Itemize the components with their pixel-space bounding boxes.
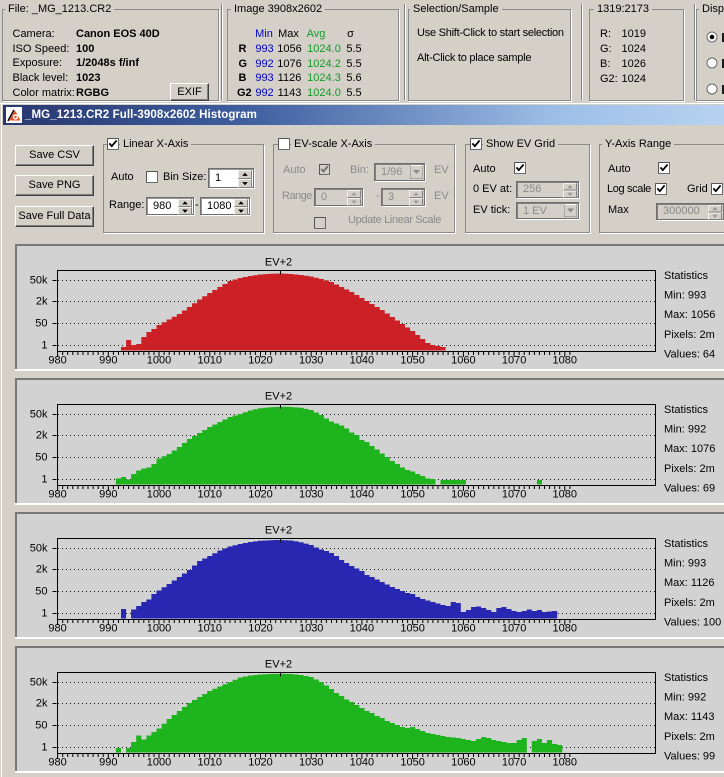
svg-text:1000: 1000 [147,355,171,367]
svg-text:1070: 1070 [502,355,526,367]
svg-text:EV+2: EV+2 [265,257,292,269]
svg-text:1050: 1050 [400,757,424,769]
svg-text:50: 50 [35,720,47,732]
svg-text:1000: 1000 [147,489,171,501]
svg-text:1080: 1080 [553,489,577,501]
svg-text:1060: 1060 [451,489,475,501]
svg-text:1020: 1020 [248,623,272,635]
svg-text:EV+2: EV+2 [265,659,292,671]
svg-text:1060: 1060 [451,355,475,367]
svg-text:2k: 2k [36,296,48,308]
svg-text:Pixels: 2m: Pixels: 2m [664,597,715,609]
svg-text:1040: 1040 [350,489,374,501]
svg-text:Min: 992: Min: 992 [664,424,706,436]
svg-text:980: 980 [48,489,66,501]
svg-text:1050: 1050 [400,623,424,635]
svg-text:1: 1 [41,474,47,486]
svg-text:980: 980 [48,623,66,635]
svg-text:1080: 1080 [553,757,577,769]
svg-text:1060: 1060 [451,623,475,635]
svg-text:1050: 1050 [400,489,424,501]
svg-text:50: 50 [35,452,47,464]
svg-text:EV+2: EV+2 [265,391,292,403]
svg-text:1070: 1070 [502,623,526,635]
svg-text:Min: 993: Min: 993 [664,558,706,570]
svg-text:1080: 1080 [553,355,577,367]
svg-text:2k: 2k [36,564,48,576]
svg-text:50k: 50k [30,543,48,555]
svg-text:980: 980 [48,757,66,769]
svg-text:2k: 2k [36,698,48,710]
svg-text:Values: 100: Values: 100 [664,616,721,628]
svg-text:EV+2: EV+2 [265,525,292,537]
svg-text:Min: 993: Min: 993 [664,290,706,302]
svg-text:Values: 99: Values: 99 [664,750,715,762]
svg-text:1020: 1020 [248,355,272,367]
svg-text:1010: 1010 [198,623,222,635]
svg-text:50k: 50k [30,275,48,287]
svg-text:Max: 1076: Max: 1076 [664,443,715,455]
svg-text:1000: 1000 [147,623,171,635]
svg-text:1050: 1050 [400,355,424,367]
svg-text:1010: 1010 [198,355,222,367]
svg-text:Statistics: Statistics [664,538,709,550]
svg-text:1030: 1030 [299,489,323,501]
svg-text:1010: 1010 [198,489,222,501]
svg-text:Values: 69: Values: 69 [664,482,715,494]
svg-text:Min: 992: Min: 992 [664,692,706,704]
svg-text:1020: 1020 [248,489,272,501]
svg-text:1030: 1030 [299,757,323,769]
svg-text:Max: 1126: Max: 1126 [664,577,715,589]
svg-text:990: 990 [99,623,117,635]
svg-text:Pixels: 2m: Pixels: 2m [664,463,715,475]
svg-text:1060: 1060 [451,757,475,769]
svg-text:1: 1 [41,742,47,754]
svg-text:1010: 1010 [198,757,222,769]
svg-text:1: 1 [41,608,47,620]
svg-text:50k: 50k [30,409,48,421]
svg-text:1: 1 [41,340,47,352]
svg-text:Max: 1143: Max: 1143 [664,711,715,723]
svg-text:1080: 1080 [553,623,577,635]
svg-text:1070: 1070 [502,489,526,501]
svg-text:Statistics: Statistics [664,270,709,282]
svg-text:1000: 1000 [147,757,171,769]
svg-text:1040: 1040 [350,757,374,769]
svg-text:2k: 2k [36,430,48,442]
svg-text:50: 50 [35,586,47,598]
svg-text:Pixels: 2m: Pixels: 2m [664,731,715,743]
svg-text:1040: 1040 [350,623,374,635]
svg-text:Statistics: Statistics [664,672,709,684]
svg-text:Max: 1056: Max: 1056 [664,309,715,321]
svg-text:990: 990 [99,489,117,501]
svg-text:50k: 50k [30,677,48,689]
svg-text:1030: 1030 [299,623,323,635]
svg-text:980: 980 [48,355,66,367]
svg-text:1040: 1040 [350,355,374,367]
svg-text:Pixels: 2m: Pixels: 2m [664,329,715,341]
svg-text:990: 990 [99,355,117,367]
svg-text:50: 50 [35,318,47,330]
svg-text:1030: 1030 [299,355,323,367]
svg-text:990: 990 [99,757,117,769]
svg-text:1020: 1020 [248,757,272,769]
svg-text:Values: 64: Values: 64 [664,348,715,360]
svg-text:Statistics: Statistics [664,404,709,416]
svg-text:1070: 1070 [502,757,526,769]
